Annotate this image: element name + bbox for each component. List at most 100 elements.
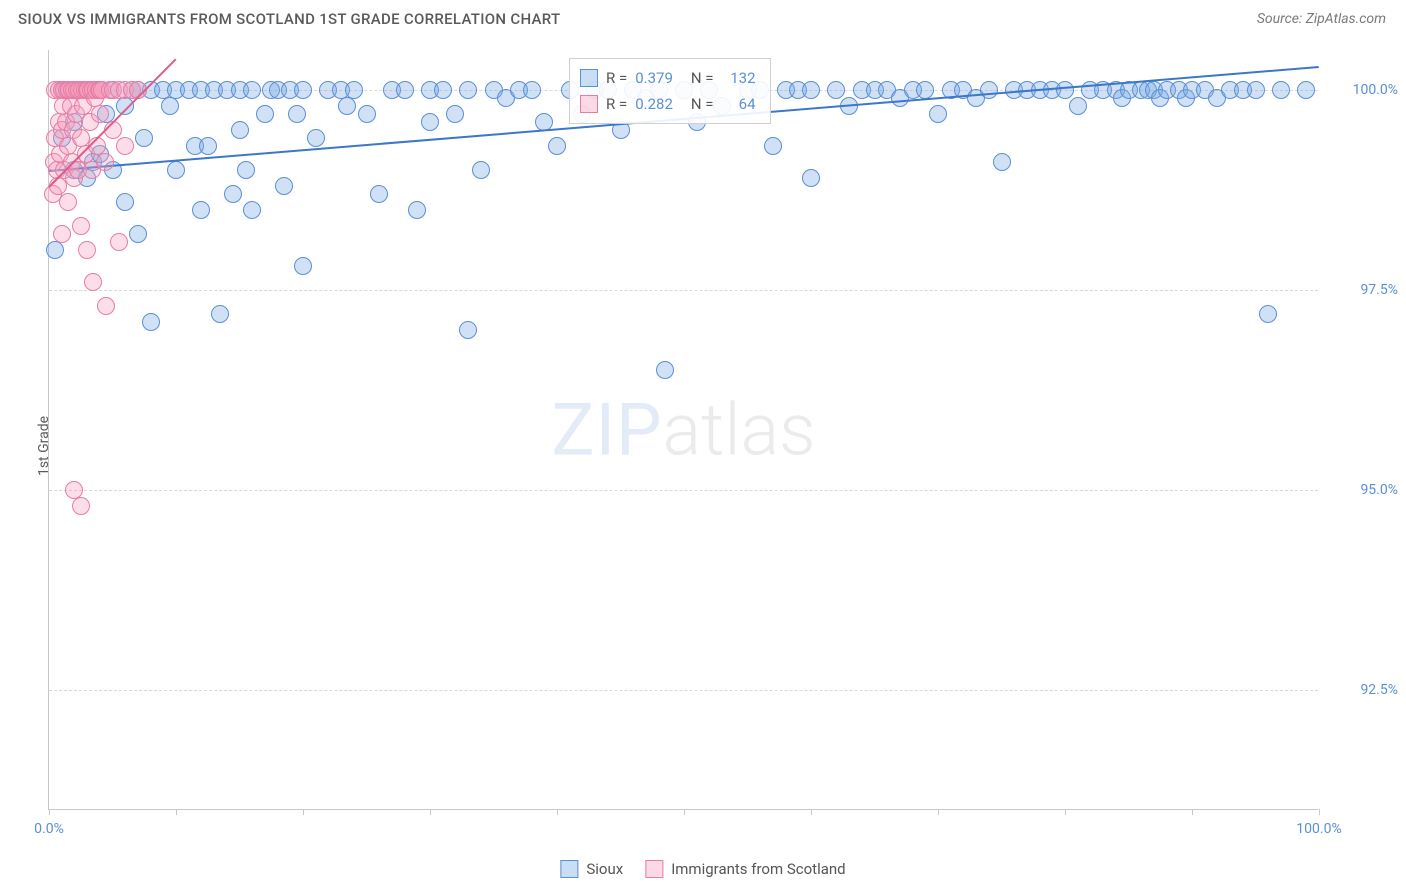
stat-label: N = xyxy=(691,95,714,113)
data-point xyxy=(49,177,67,195)
data-point xyxy=(288,105,306,123)
ytick-label: 100.0% xyxy=(1328,82,1398,98)
xtick-label-right: 100.0% xyxy=(1296,821,1341,837)
stat-r-value: 0.379 xyxy=(635,69,673,87)
stat-n-value: 64 xyxy=(722,95,756,113)
swatch-icon xyxy=(645,860,663,878)
data-point xyxy=(116,193,134,211)
stats-legend-row: R = 0.282 N = 64 xyxy=(580,91,756,117)
xtick xyxy=(1319,809,1320,815)
data-point xyxy=(97,297,115,315)
stat-r-value: 0.282 xyxy=(635,95,673,113)
data-point xyxy=(1272,81,1290,99)
legend-item-sioux: Sioux xyxy=(560,860,623,878)
xtick xyxy=(1065,809,1066,815)
data-point xyxy=(84,273,102,291)
legend-label: Sioux xyxy=(586,860,623,878)
data-point xyxy=(46,241,64,259)
data-point xyxy=(1069,97,1087,115)
ytick-label: 95.0% xyxy=(1328,482,1398,498)
data-point xyxy=(53,225,71,243)
data-point xyxy=(980,81,998,99)
xtick xyxy=(557,809,558,815)
data-point xyxy=(827,81,845,99)
bottom-legend: Sioux Immigrants from Scotland xyxy=(560,860,845,878)
swatch-icon xyxy=(580,69,598,87)
gridline xyxy=(49,290,1318,291)
data-point xyxy=(91,105,109,123)
data-point xyxy=(199,137,217,155)
swatch-icon xyxy=(580,95,598,113)
data-point xyxy=(1259,305,1277,323)
watermark: ZIPatlas xyxy=(551,387,815,472)
swatch-icon xyxy=(560,860,578,878)
stat-label: R = xyxy=(606,95,627,113)
data-point xyxy=(472,161,490,179)
xtick xyxy=(684,809,685,815)
ytick-label: 92.5% xyxy=(1328,682,1398,698)
ytick-label: 97.5% xyxy=(1328,282,1398,298)
data-point xyxy=(345,81,363,99)
data-point xyxy=(1247,81,1265,99)
data-point xyxy=(358,105,376,123)
stats-legend: R = 0.379 N = 132 R = 0.282 N = 64 xyxy=(569,58,771,124)
data-point xyxy=(116,97,134,115)
xtick xyxy=(49,809,50,815)
data-point xyxy=(275,177,293,195)
data-point xyxy=(307,129,325,147)
data-point xyxy=(802,81,820,99)
stat-n-value: 132 xyxy=(722,69,756,87)
data-point xyxy=(408,201,426,219)
xtick xyxy=(938,809,939,815)
data-point xyxy=(916,81,934,99)
data-point xyxy=(434,81,452,99)
data-point xyxy=(459,321,477,339)
gridline xyxy=(49,690,1318,691)
data-point xyxy=(135,129,153,147)
legend-item-scotland: Immigrants from Scotland xyxy=(645,860,845,878)
chart-title: SIOUX VS IMMIGRANTS FROM SCOTLAND 1ST GR… xyxy=(18,10,560,28)
data-point xyxy=(59,193,77,211)
data-point xyxy=(96,153,114,171)
data-point xyxy=(396,81,414,99)
stat-label: R = xyxy=(606,69,627,87)
data-point xyxy=(211,305,229,323)
data-point xyxy=(72,217,90,235)
xtick xyxy=(811,809,812,815)
data-point xyxy=(256,105,274,123)
data-point xyxy=(237,161,255,179)
data-point xyxy=(421,113,439,131)
data-point xyxy=(548,137,566,155)
data-point xyxy=(72,497,90,515)
data-point xyxy=(993,153,1011,171)
xtick xyxy=(1192,809,1193,815)
data-point xyxy=(446,105,464,123)
data-point xyxy=(243,201,261,219)
data-point xyxy=(142,313,160,331)
data-point xyxy=(1297,81,1315,99)
source-label: Source: ZipAtlas.com xyxy=(1257,11,1386,27)
data-point xyxy=(523,81,541,99)
data-point xyxy=(116,137,134,155)
data-point xyxy=(224,185,242,203)
data-point xyxy=(764,137,782,155)
xtick-label-left: 0.0% xyxy=(34,821,64,837)
data-point xyxy=(167,161,185,179)
legend-label: Immigrants from Scotland xyxy=(671,860,845,878)
data-point xyxy=(656,361,674,379)
xtick xyxy=(303,809,304,815)
data-point xyxy=(1056,81,1074,99)
data-point xyxy=(78,241,96,259)
data-point xyxy=(129,225,147,243)
data-point xyxy=(338,97,356,115)
chart-plot-area: ZIPatlas 92.5%95.0%97.5%100.0%0.0%100.0%… xyxy=(48,50,1318,810)
data-point xyxy=(192,201,210,219)
data-point xyxy=(243,81,261,99)
data-point xyxy=(370,185,388,203)
stats-legend-row: R =0.379N =132 xyxy=(580,65,756,91)
watermark-suffix: atlas xyxy=(663,387,816,472)
data-point xyxy=(294,81,312,99)
data-point xyxy=(459,81,477,99)
data-point xyxy=(294,257,312,275)
data-point xyxy=(161,97,179,115)
